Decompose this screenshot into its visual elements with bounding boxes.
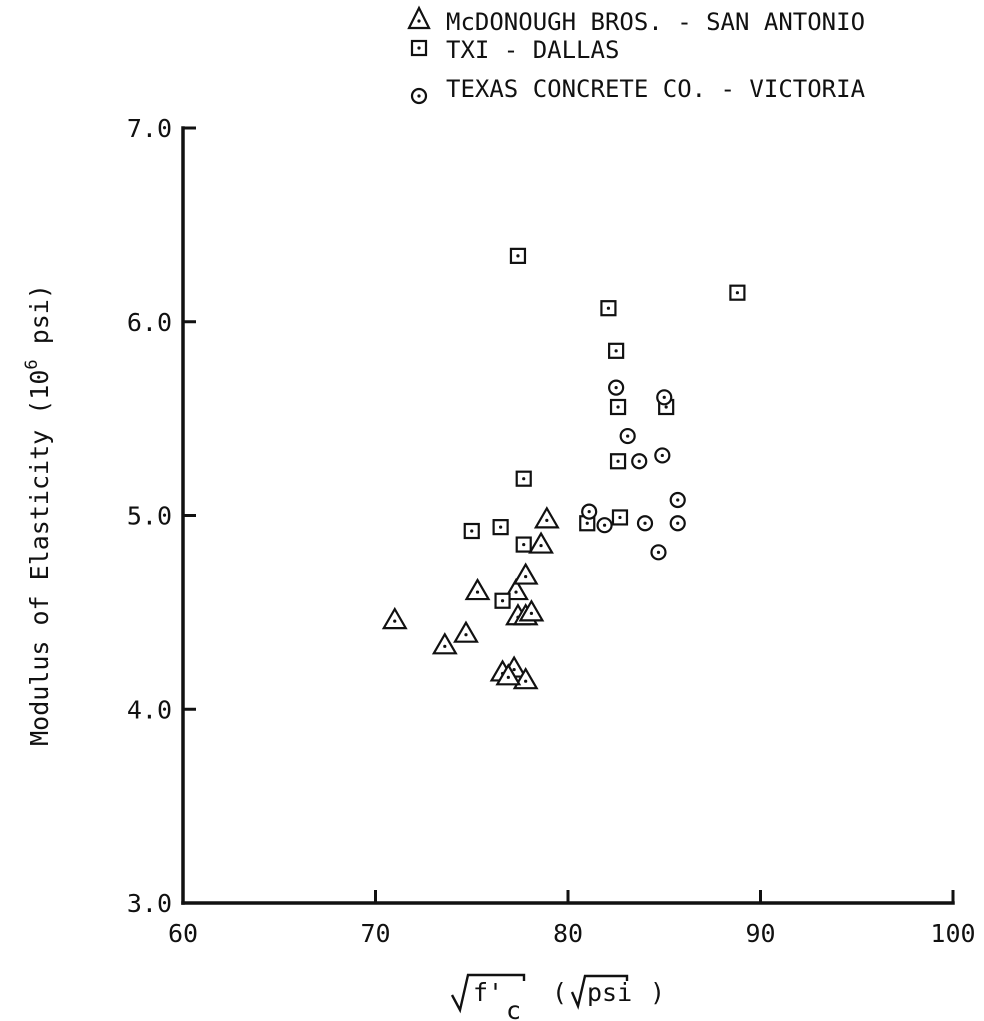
series-triangle xyxy=(381,506,560,690)
point-center-dot xyxy=(545,518,549,522)
legend: McDONOUGH BROS. - SAN ANTONIO TXI - DALL… xyxy=(407,5,866,105)
y-tick-label: 7.0 xyxy=(127,114,172,143)
y-axis-title-unit: psi) xyxy=(25,284,54,359)
triangle-point xyxy=(381,606,408,630)
axes xyxy=(181,126,955,905)
point-center-dot xyxy=(443,644,447,648)
point-center-dot xyxy=(660,453,664,458)
triangle-point xyxy=(464,577,491,601)
point-center-dot xyxy=(587,510,591,514)
point-center-dot xyxy=(616,459,620,463)
point-center-dot xyxy=(529,611,534,615)
point-center-dot xyxy=(662,395,666,399)
legend-triangle-dot xyxy=(417,19,421,23)
point-center-dot xyxy=(614,386,618,390)
legend-square-dot xyxy=(417,46,421,50)
series-circle xyxy=(581,379,686,561)
x-axis-sqrt-sign xyxy=(450,973,526,1014)
x-axis-title-subscript: c xyxy=(506,996,521,1021)
point-center-dot xyxy=(393,619,397,623)
triangle-point xyxy=(453,620,479,643)
point-center-dot xyxy=(522,477,526,481)
legend-item-texas-concrete: TEXAS CONCRETE CO. - VICTORIA xyxy=(410,75,866,105)
point-center-dot xyxy=(514,590,518,594)
y-axis-title-text: Modulus of Elasticity (10 xyxy=(25,370,54,746)
point-center-dot xyxy=(512,667,516,672)
x-tick-label: 80 xyxy=(553,919,583,948)
point-center-dot xyxy=(470,529,474,533)
point-center-dot xyxy=(499,525,503,529)
legend-item-txi: TXI - DALLAS xyxy=(410,36,619,64)
legend-item-mcdonough: McDONOUGH BROS. - SAN ANTONIO xyxy=(407,5,865,36)
point-center-dot xyxy=(516,254,520,258)
triangle-point xyxy=(512,666,539,690)
legend-label-txi: TXI - DALLAS xyxy=(446,36,619,64)
triangle-point xyxy=(528,531,554,554)
legend-label-mcdonough: McDONOUGH BROS. - SAN ANTONIO xyxy=(446,8,865,36)
x-axis-title-unit: psi xyxy=(587,978,632,1007)
point-center-dot xyxy=(524,679,528,683)
x-tick-label: 70 xyxy=(360,919,390,948)
point-center-dot xyxy=(524,574,528,579)
triangle-point xyxy=(512,562,539,585)
legend-circle-dot xyxy=(417,94,421,98)
point-center-dot xyxy=(618,515,622,520)
x-tick-label: 60 xyxy=(168,919,198,948)
triangle-point xyxy=(495,663,522,686)
legend-triangle-marker xyxy=(407,5,431,30)
point-center-dot xyxy=(585,521,589,525)
series-square xyxy=(463,247,746,609)
point-center-dot xyxy=(676,498,680,502)
point-center-dot xyxy=(616,405,620,409)
triangle-point xyxy=(533,506,560,529)
y-tick-label: 4.0 xyxy=(127,695,172,724)
triangle-point xyxy=(431,632,458,655)
point-center-dot xyxy=(637,459,641,463)
point-center-dot xyxy=(643,521,647,525)
x-axis-title: f' c ( psi ) xyxy=(450,973,665,1021)
point-center-dot xyxy=(602,523,607,527)
y-tick-label: 3.0 xyxy=(127,889,172,918)
point-center-dot xyxy=(656,550,661,554)
y-ticks: 3.0 4.0 5.0 6.0 7.0 xyxy=(127,114,196,918)
svg-text:Modulus of Elasticity (106 psi: Modulus of Elasticity (106 psi) xyxy=(22,284,54,746)
x-tick-label: 100 xyxy=(930,919,975,948)
point-center-dot xyxy=(539,543,543,548)
point-center-dot xyxy=(500,599,505,603)
x-axis-title-variable: f' xyxy=(473,978,503,1007)
x-axis-title-close-paren: ) xyxy=(650,978,665,1007)
triangle-point xyxy=(518,599,545,622)
y-axis-title: Modulus of Elasticity (106 psi) xyxy=(22,284,54,746)
x-axis-title-open-paren: ( xyxy=(552,978,567,1007)
point-center-dot xyxy=(464,633,468,637)
point-center-dot xyxy=(475,590,480,594)
point-center-dot xyxy=(606,306,611,310)
point-center-dot xyxy=(664,405,668,409)
y-tick-label: 5.0 xyxy=(127,502,172,531)
point-center-dot xyxy=(676,521,680,525)
data-points xyxy=(381,247,746,690)
x-axis-unit-sqrt-sign xyxy=(570,974,629,1010)
point-center-dot xyxy=(522,542,526,547)
y-tick-label: 6.0 xyxy=(127,308,172,337)
point-center-dot xyxy=(614,349,618,353)
x-ticks: 60 70 80 90 100 xyxy=(168,890,976,948)
legend-label-texas-concrete: TEXAS CONCRETE CO. - VICTORIA xyxy=(446,75,866,103)
point-center-dot xyxy=(506,675,510,679)
x-tick-label: 90 xyxy=(745,919,775,948)
point-center-dot xyxy=(626,434,630,438)
point-center-dot xyxy=(735,291,740,295)
y-axis-title-exponent: 6 xyxy=(22,359,42,369)
